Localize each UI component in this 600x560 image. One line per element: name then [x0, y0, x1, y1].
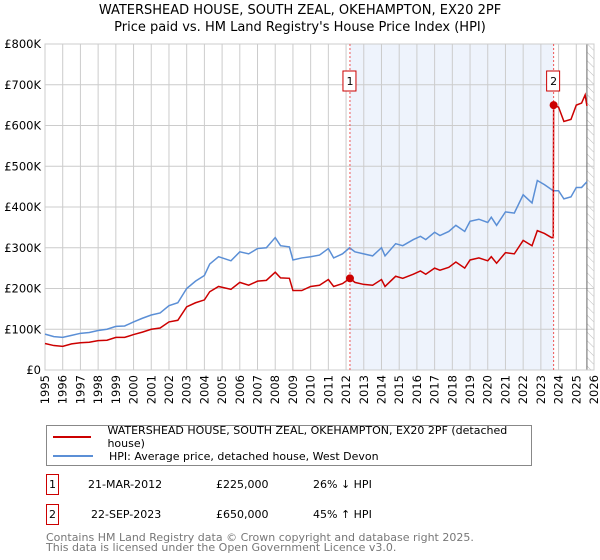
x-tick-label: 2011 — [321, 375, 335, 404]
x-tick-label: 2017 — [428, 375, 442, 404]
transaction-marker: 1 — [46, 474, 59, 495]
legend: WATERSHEAD HOUSE, SOUTH ZEAL, OKEHAMPTON… — [46, 424, 532, 466]
sale-label-box — [546, 70, 561, 92]
y-tick-label: £700K — [4, 78, 41, 92]
y-tick-label: £400K — [4, 200, 41, 214]
x-tick-label: 1996 — [56, 375, 70, 404]
x-tick-label: 2008 — [268, 375, 282, 404]
transaction-date: 21-MAR-2012 — [88, 478, 163, 491]
footer-copyright: Contains HM Land Registry data © Crown c… — [46, 531, 474, 544]
x-tick-label: 2020 — [481, 375, 495, 404]
sale-label: 1 — [346, 75, 353, 88]
x-tick-label: 2005 — [215, 375, 229, 404]
x-tick-label: 2006 — [233, 375, 247, 404]
red-line-swatch — [53, 436, 92, 438]
transaction-price: £225,000 — [216, 478, 269, 491]
x-tick-label: 2023 — [534, 375, 548, 404]
transaction-marker: 2 — [46, 504, 59, 525]
x-tick-label: 2009 — [286, 375, 300, 404]
x-tick-label: 1998 — [91, 375, 105, 404]
chart-title: WATERSHEAD HOUSE, SOUTH ZEAL, OKEHAMPTON… — [98, 3, 502, 18]
x-tick-label: 2001 — [144, 375, 158, 404]
x-tick-label: 1999 — [109, 375, 123, 404]
y-tick-label: £100K — [4, 322, 41, 336]
x-tick-label: 2021 — [498, 375, 512, 404]
sale-point — [549, 101, 558, 110]
x-tick-label: 2015 — [392, 375, 406, 404]
y-tick-label: £800K — [4, 37, 41, 51]
y-tick-label: £600K — [4, 119, 41, 133]
x-tick-label: 2016 — [410, 375, 424, 404]
x-tick-label: 2003 — [180, 375, 194, 404]
sale-label-box — [342, 70, 357, 92]
footer-licence: This data is licensed under the Open Gov… — [46, 541, 397, 554]
x-tick-label: 2018 — [445, 375, 459, 404]
x-tick-label: 2014 — [374, 375, 388, 404]
x-tick-label: 1997 — [73, 375, 87, 404]
x-tick-label: 2012 — [339, 375, 353, 404]
y-tick-label: £300K — [4, 241, 41, 255]
x-tick-label: 2019 — [463, 375, 477, 404]
y-tick-label: £500K — [4, 159, 41, 173]
legend-label: HPI: Average price, detached house, West… — [109, 449, 379, 463]
chart-subtitle: Price paid vs. HM Land Registry's House … — [114, 20, 486, 35]
hpi-series-line — [44, 179, 588, 339]
sale-label: 2 — [550, 75, 557, 88]
x-tick-label: 2000 — [127, 375, 141, 404]
blue-line-swatch — [53, 455, 93, 457]
x-tick-label: 1995 — [38, 375, 52, 404]
plot-frame — [44, 43, 595, 371]
x-tick-label: 2026 — [587, 375, 600, 404]
sale-point — [345, 274, 354, 283]
transaction-price: £650,000 — [216, 508, 269, 521]
y-tick-label: £200K — [4, 282, 41, 296]
x-tick-label: 2024 — [552, 375, 566, 404]
x-tick-label: 2010 — [304, 375, 318, 404]
legend-label: WATERSHEAD HOUSE, SOUTH ZEAL, OKEHAMPTON… — [107, 424, 508, 450]
x-tick-label: 2013 — [357, 375, 371, 404]
y-tick-label: £0 — [26, 363, 41, 377]
x-tick-label: 2022 — [516, 375, 530, 404]
transaction-hpi: 45% ↑ HPI — [313, 508, 372, 521]
transaction-date: 22-SEP-2023 — [91, 508, 162, 521]
transaction-hpi: 26% ↓ HPI — [313, 478, 372, 491]
legend-item-property: WATERSHEAD HOUSE, SOUTH ZEAL, OKEHAMPTON… — [47, 424, 531, 450]
x-tick-label: 2004 — [197, 375, 211, 404]
x-tick-label: 2007 — [251, 375, 265, 404]
x-tick-label: 2002 — [162, 375, 176, 404]
x-tick-label: 2025 — [569, 375, 583, 404]
legend-item-hpi: HPI: Average price, detached house, West… — [47, 447, 379, 465]
